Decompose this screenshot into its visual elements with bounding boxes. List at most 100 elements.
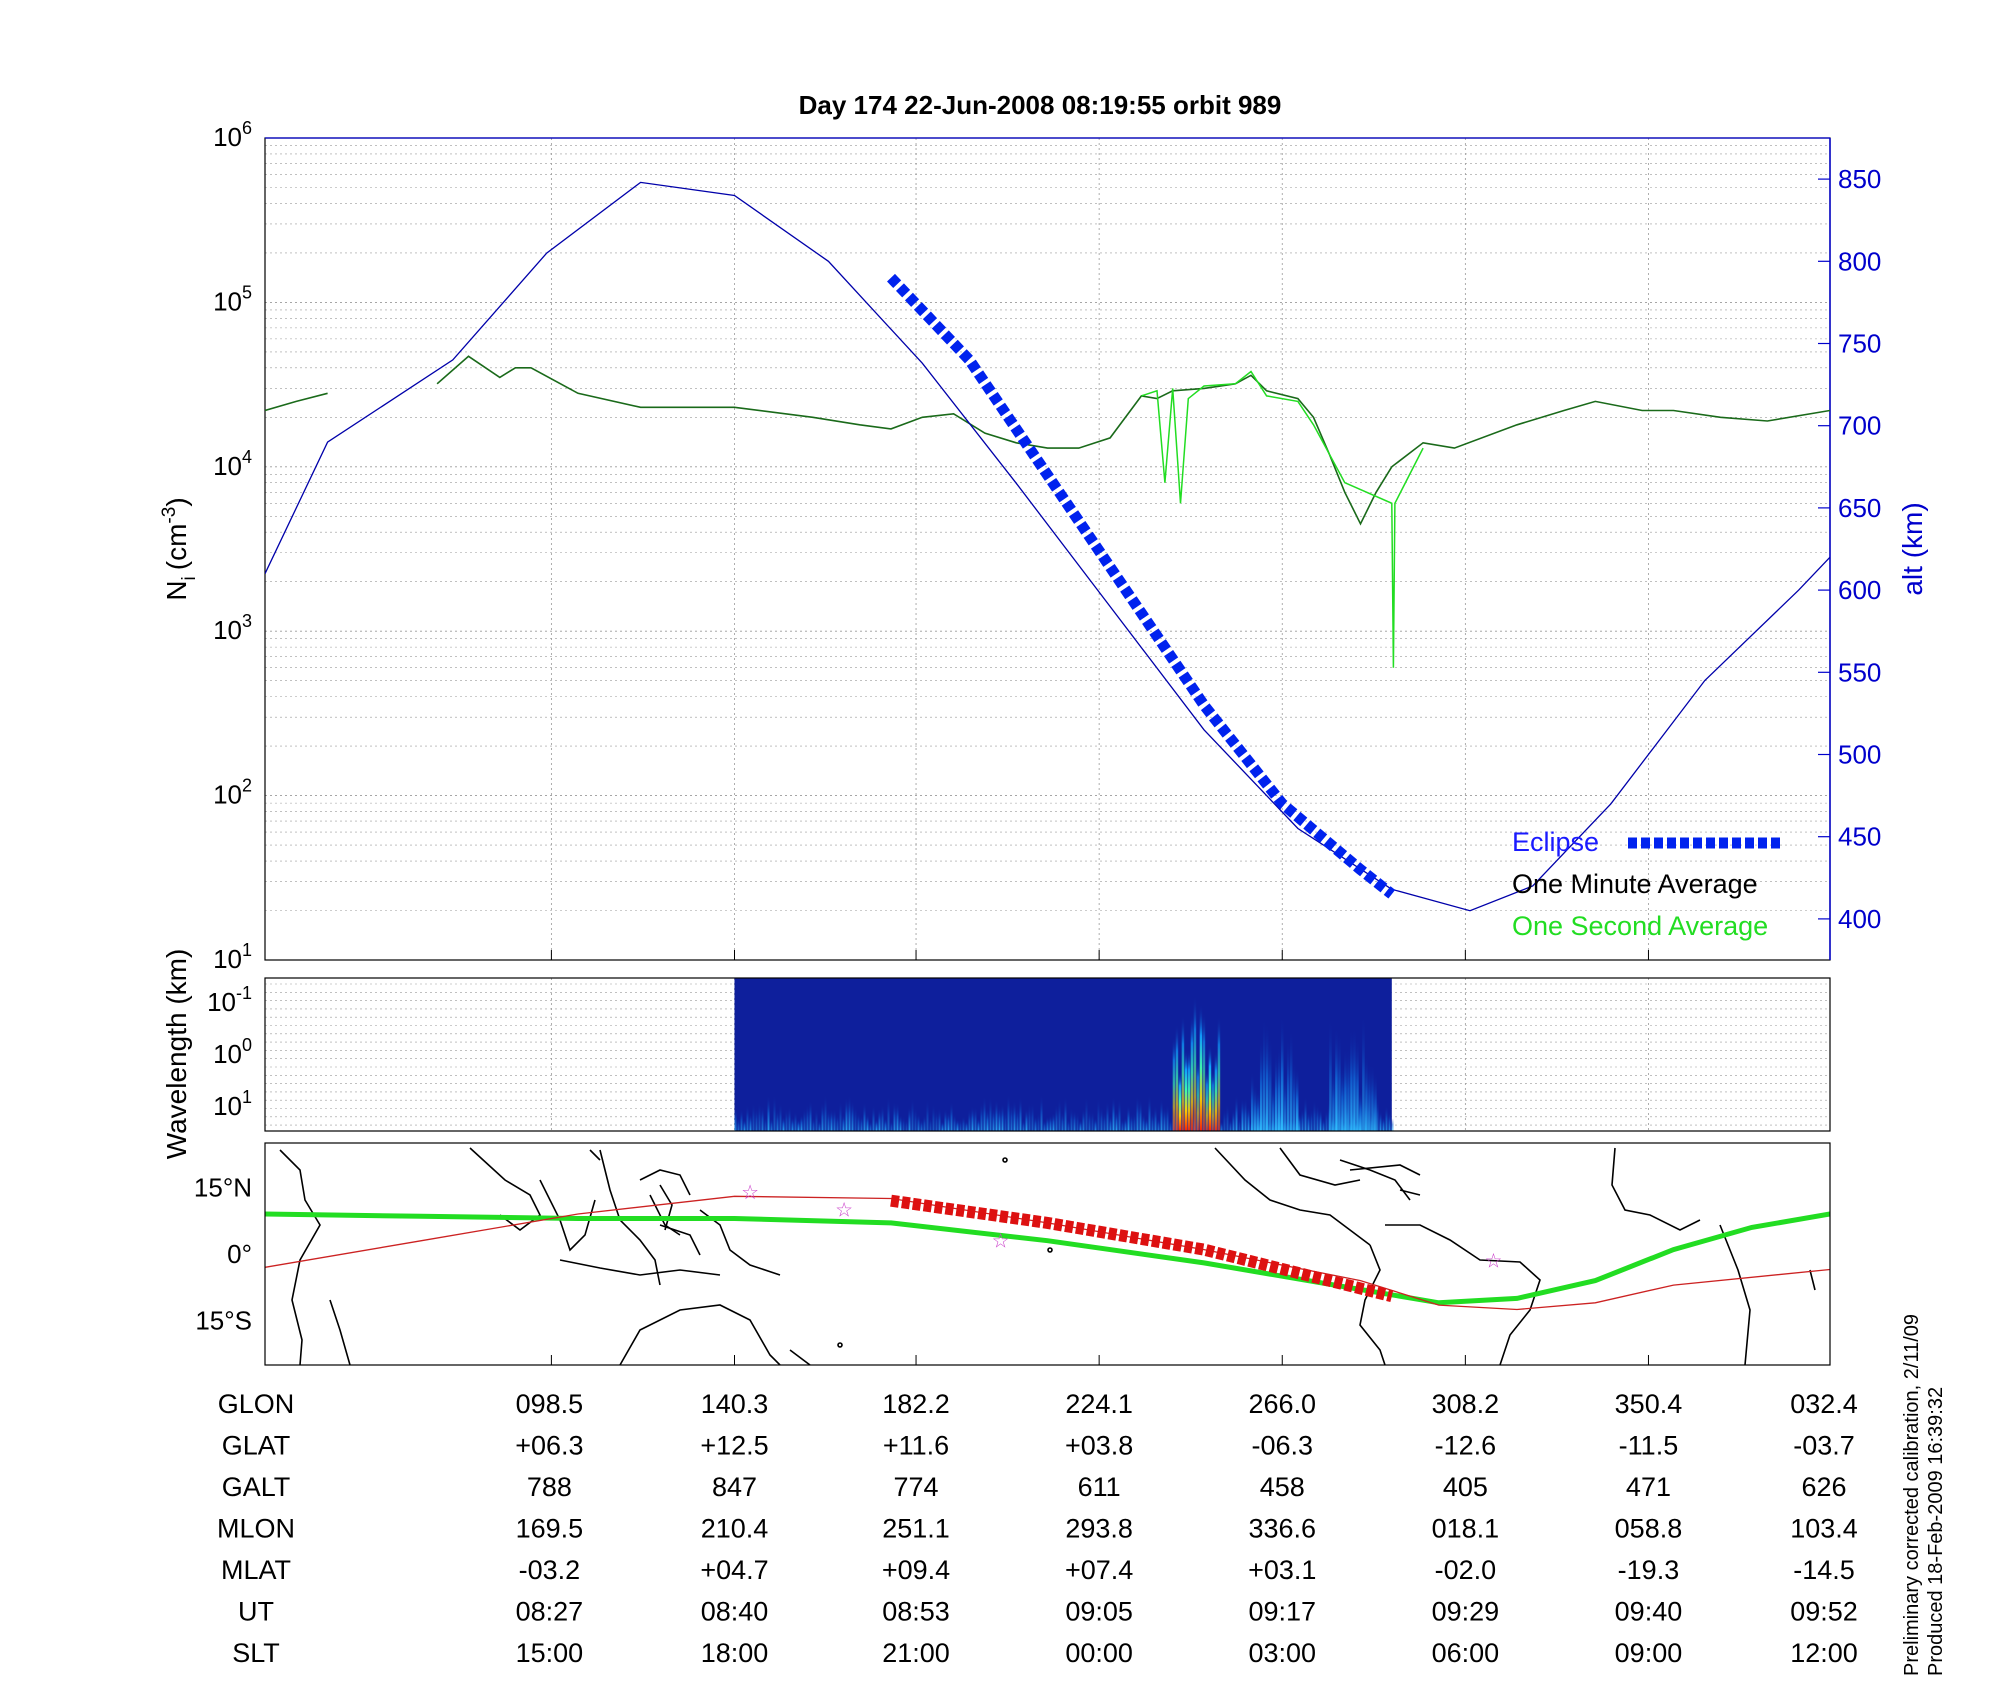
ephemeris-cell: 847 bbox=[712, 1472, 757, 1502]
spectrogram-streak bbox=[884, 1117, 887, 1131]
density-y-label: Ni(cm-3) bbox=[159, 497, 200, 600]
y2-tick-label: 750 bbox=[1838, 329, 1881, 359]
density-panel: 101 102 103 104 105 106 400 450 500 550 600 650 700… bbox=[159, 118, 1928, 974]
spectrogram-streak bbox=[1127, 1104, 1130, 1131]
y2-tick-label: 400 bbox=[1838, 904, 1881, 934]
spectrogram-feature bbox=[1250, 1070, 1254, 1131]
spectrogram-feature bbox=[1295, 1066, 1299, 1131]
spectrogram-streak bbox=[1097, 1097, 1100, 1131]
spectrogram-streak bbox=[1241, 1097, 1244, 1131]
ephemeris-cell: +06.3 bbox=[515, 1431, 583, 1461]
spectrogram-feature bbox=[1271, 1080, 1275, 1131]
spectrogram-feature bbox=[1202, 1012, 1206, 1131]
spectrogram-streak bbox=[980, 1102, 983, 1131]
footnote-line-2: Produced 18-Feb-2009 16:39:32 bbox=[1925, 1387, 1947, 1676]
spectrogram-feature bbox=[1196, 1058, 1200, 1131]
ephemeris-cell: 058.8 bbox=[1615, 1514, 1683, 1544]
spectrogram-streak bbox=[800, 1114, 803, 1131]
spectrogram-streak bbox=[923, 1114, 926, 1131]
spectrogram-streak bbox=[1325, 1109, 1328, 1131]
spectrogram-streak bbox=[1130, 1113, 1133, 1131]
spectrogram-streak bbox=[1148, 1094, 1151, 1131]
spectrogram-feature bbox=[1362, 1011, 1365, 1131]
ephemeris-cell: 140.3 bbox=[701, 1389, 769, 1419]
spectrogram-streak bbox=[836, 1113, 839, 1131]
map-panel: ☆ ☆ ☆ ☆ 15°N 0° 15°S bbox=[194, 1142, 1831, 1366]
ephemeris-cell: 458 bbox=[1260, 1472, 1305, 1502]
ephemeris-cell: 15:00 bbox=[516, 1638, 584, 1668]
spectrogram-streak bbox=[905, 1118, 908, 1131]
spectrogram-streak bbox=[782, 1116, 785, 1131]
spectrogram-streak bbox=[824, 1094, 827, 1131]
spectrogram-feature bbox=[1208, 1044, 1212, 1131]
spectrogram-streak bbox=[947, 1111, 950, 1131]
spectrogram-feature bbox=[1181, 1014, 1185, 1131]
density-grid bbox=[265, 138, 1831, 961]
footnote: Preliminary corrected calibration, 2/11/… bbox=[1901, 1314, 1947, 1676]
spectrogram-streak bbox=[1106, 1100, 1109, 1131]
spectrogram-streak bbox=[1043, 1120, 1046, 1131]
map-y-tick-label: 15°N bbox=[194, 1172, 252, 1202]
spectrogram-streak bbox=[1166, 1103, 1169, 1131]
ephemeris-row-label: GALT bbox=[222, 1472, 291, 1502]
spectrogram-feature bbox=[1172, 1036, 1176, 1131]
spectrogram-streak bbox=[1310, 1107, 1313, 1131]
spectrogram-streak bbox=[794, 1111, 797, 1131]
ephemeris-cell: 266.0 bbox=[1248, 1389, 1316, 1419]
ephemeris-cell: 018.1 bbox=[1432, 1514, 1500, 1544]
spectrogram-streak bbox=[1142, 1113, 1145, 1131]
spectrogram-streak bbox=[1091, 1110, 1094, 1131]
spectrogram-streak bbox=[749, 1113, 752, 1131]
spectrogram-streak bbox=[755, 1107, 758, 1131]
spectrogram-streak bbox=[1322, 1118, 1325, 1131]
spectrogram-streak bbox=[1118, 1098, 1121, 1131]
spectrogram-feature bbox=[1350, 1026, 1353, 1131]
spectrogram-streak bbox=[1244, 1097, 1247, 1131]
density-series bbox=[265, 181, 1830, 912]
ephemeris-cell: +04.7 bbox=[700, 1555, 768, 1585]
spectrogram-streak bbox=[845, 1096, 848, 1131]
spectrogram-streak bbox=[1151, 1111, 1154, 1131]
ephemeris-cell: 03:00 bbox=[1248, 1638, 1316, 1668]
spectrogram-streak bbox=[860, 1114, 863, 1131]
ephemeris-cell: 032.4 bbox=[1790, 1389, 1858, 1419]
spectrogram-streak bbox=[887, 1095, 890, 1131]
spectrogram-feature bbox=[1190, 1013, 1194, 1131]
spectrogram-streak bbox=[1136, 1095, 1139, 1131]
y2-tick-label: 550 bbox=[1838, 657, 1881, 687]
spectrogram-streak bbox=[1046, 1115, 1049, 1131]
spectrogram-streak bbox=[983, 1095, 986, 1131]
coastlines bbox=[279, 1147, 1816, 1365]
spectrogram-feature bbox=[1338, 1030, 1341, 1131]
spectrogram-streak bbox=[848, 1095, 851, 1131]
ephemeris-cell: 169.5 bbox=[516, 1514, 584, 1544]
ephemeris-cell: 09:29 bbox=[1432, 1597, 1500, 1627]
spectrogram-feature bbox=[1329, 1015, 1332, 1131]
spectrogram-streak bbox=[1001, 1103, 1004, 1131]
spectrogram-streak bbox=[1094, 1117, 1097, 1131]
ephemeris-cell: +12.5 bbox=[700, 1431, 768, 1461]
spectrogram-streak bbox=[920, 1119, 923, 1131]
spectrogram-streak bbox=[1313, 1099, 1316, 1131]
spectrogram-streak bbox=[752, 1102, 755, 1131]
spectrogram-streak bbox=[1010, 1102, 1013, 1131]
ephemeris-cell: 09:00 bbox=[1615, 1638, 1683, 1668]
spectrogram-streak bbox=[1109, 1114, 1112, 1131]
spectrogram-streak bbox=[806, 1104, 809, 1131]
ephemeris-cell: 098.5 bbox=[516, 1389, 584, 1419]
spectrogram-feature bbox=[1262, 1015, 1266, 1131]
spectrogram-feature bbox=[1205, 1069, 1209, 1131]
spectrogram-streak bbox=[1013, 1099, 1016, 1131]
ephemeris-cell: 06:00 bbox=[1432, 1638, 1500, 1668]
spectrogram-feature bbox=[1178, 1070, 1182, 1131]
spectrogram-streak bbox=[1238, 1116, 1241, 1131]
spectrogram-feature bbox=[1256, 1088, 1260, 1131]
ephemeris-cell: +03.1 bbox=[1248, 1555, 1316, 1585]
spectrogram-streak bbox=[944, 1108, 947, 1131]
spectrogram-streak bbox=[1157, 1117, 1160, 1131]
spectrogram-streak bbox=[926, 1098, 929, 1131]
spectrogram-streak bbox=[803, 1107, 806, 1131]
spectrogram-feature bbox=[1193, 995, 1197, 1131]
ephemeris-cell: 626 bbox=[1801, 1472, 1846, 1502]
